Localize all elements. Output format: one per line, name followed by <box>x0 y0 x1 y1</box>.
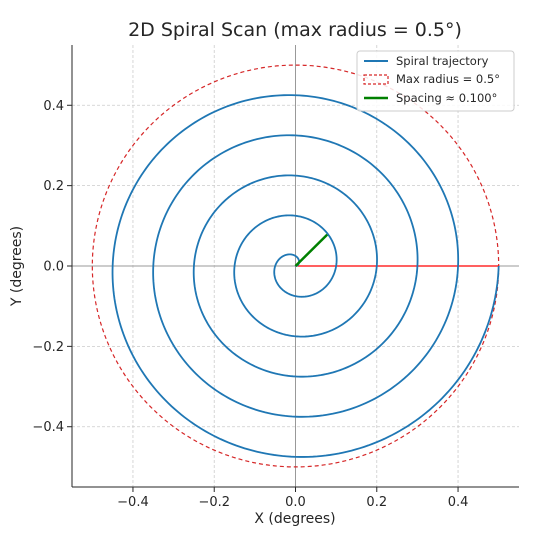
y-tick-label: −0.4 <box>32 420 64 435</box>
y-tick-label: 0.4 <box>43 99 64 114</box>
data-marks <box>91 64 500 468</box>
x-tick-label: −0.2 <box>198 495 230 510</box>
x-tick-label: −0.4 <box>117 495 149 510</box>
x-tick-label: 0.2 <box>366 495 387 510</box>
x-tick-label: 0.4 <box>448 495 469 510</box>
y-tick-label: 0.0 <box>43 260 64 275</box>
legend: Spiral trajectory Max radius = 0.5° Spac… <box>356 50 515 112</box>
legend-swatch-max-radius <box>363 74 389 85</box>
chart-title: 2D Spiral Scan (max radius = 0.5°) <box>128 19 462 41</box>
y-tick-label: 0.2 <box>43 179 64 194</box>
x-axis-label: X (degrees) <box>254 511 335 527</box>
legend-label-spacing: Spacing ≈ 0.100° <box>396 91 497 105</box>
legend-box <box>356 50 515 112</box>
y-axis-label: Y (degrees) <box>9 226 25 307</box>
x-tick-label: 0.0 <box>285 495 306 510</box>
ticks: −0.4 −0.2 0.0 0.2 0.4 −0.4 −0.2 0.0 0.2 0.4 <box>32 99 468 510</box>
spiral-trajectory-line <box>111 94 500 458</box>
y-tick-label: −0.2 <box>32 340 64 355</box>
spacing-indicator-line <box>294 233 329 267</box>
legend-label-spiral: Spiral trajectory <box>396 54 489 68</box>
legend-label-max-radius: Max radius = 0.5° <box>396 72 500 86</box>
plot-area: −0.4 −0.2 0.0 0.2 0.4 −0.4 −0.2 0.0 0.2 0.4 <box>32 45 519 510</box>
